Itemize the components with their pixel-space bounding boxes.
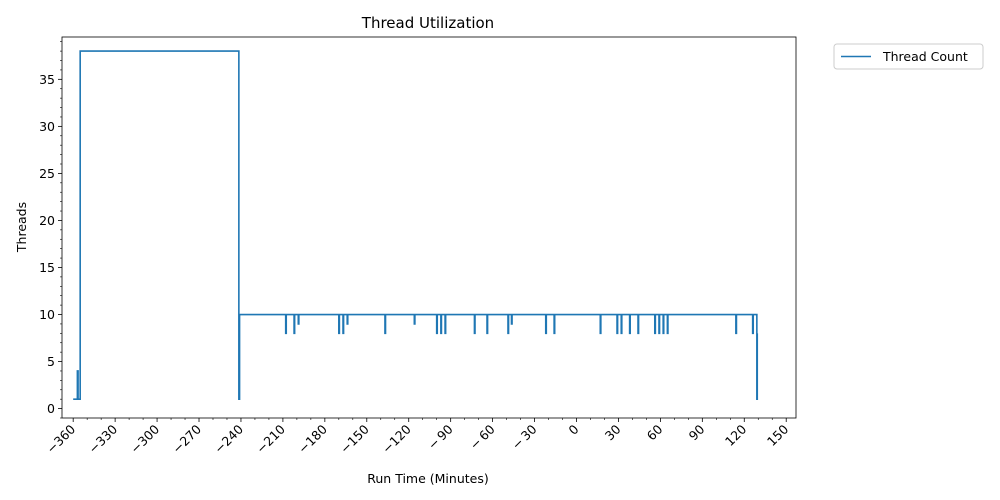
y-axis-label: Threads [14,202,29,253]
y-tick-label: 10 [39,307,55,322]
x-tick-label: 150 [764,421,792,449]
chart-title: Thread Utilization [361,14,494,32]
x-tick-label: −330 [85,421,120,456]
legend: Thread Count [833,43,984,70]
x-tick-label: −240 [211,421,246,456]
x-tick-label: −120 [379,421,414,456]
x-tick-label: 30 [602,421,624,443]
series-line-thread-count [73,50,759,400]
x-tick-label: −270 [169,421,204,456]
series-layer [73,50,759,400]
plot-frame [61,36,797,419]
y-tick-label: 20 [39,213,55,228]
x-tick-label: −210 [253,421,288,456]
x-tick-label: − 30 [509,421,540,452]
legend-box [833,43,984,70]
legend-label: Thread Count [882,49,968,64]
y-tick-label: 35 [39,72,55,87]
x-tick-label: − 60 [467,421,498,452]
x-tick-label: −150 [337,421,372,456]
x-tick-label: 60 [644,421,666,443]
y-tick-label: 30 [39,119,55,134]
x-tick-label: −300 [127,421,162,456]
x-axis: −360 −330 −300 −270 −240 −210 −180 −150 −120 − 90… [43,418,791,456]
x-tick-label: 90 [686,421,708,443]
y-axis: 0 5 10 15 20 25 30 35 [39,41,62,419]
y-tick-label: 5 [47,354,55,369]
x-tick-label: −180 [295,421,330,456]
x-tick-label: −360 [43,421,78,456]
y-tick-label: 0 [47,401,55,416]
x-tick-label: 120 [722,421,750,449]
x-axis-label: Run Time (Minutes) [367,471,488,486]
x-tick-label: − 90 [425,421,456,452]
y-tick-label: 25 [39,166,55,181]
x-tick-label: 0 [565,421,581,437]
y-tick-label: 15 [39,260,55,275]
